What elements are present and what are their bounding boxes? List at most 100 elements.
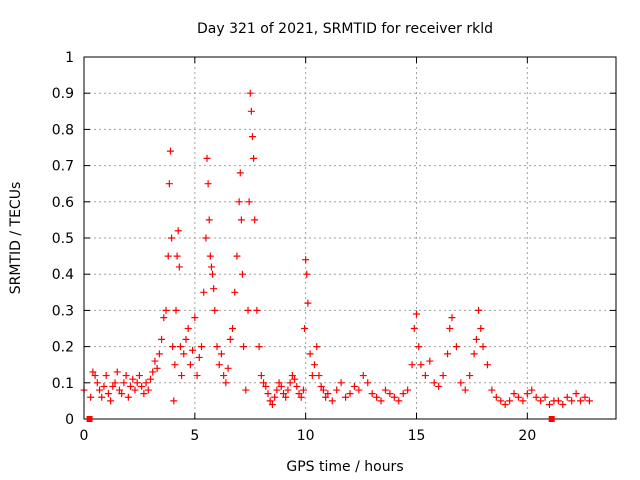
data-point <box>182 335 190 343</box>
data-point <box>291 375 299 383</box>
data-point <box>244 306 252 314</box>
data-point <box>554 397 562 405</box>
data-point <box>342 393 350 401</box>
data-point <box>144 386 152 394</box>
data-point <box>91 372 99 380</box>
data-point <box>537 397 545 405</box>
x-tick-label: 0 <box>80 428 89 444</box>
data-point <box>577 397 585 405</box>
y-tick-label: 0.3 <box>52 303 74 319</box>
data-point <box>421 372 429 380</box>
data-point <box>104 390 112 398</box>
data-point <box>275 379 283 387</box>
x-axis-label: GPS time / hours <box>286 459 403 475</box>
data-point <box>245 198 253 206</box>
data-point <box>191 314 199 322</box>
axis-ticks: 00.10.20.30.40.50.60.70.80.910 5 10 15 20 <box>52 50 616 444</box>
data-point <box>286 379 294 387</box>
axis-marker <box>548 416 555 422</box>
data-point <box>324 390 332 398</box>
data-point <box>266 397 274 405</box>
data-point <box>160 314 168 322</box>
data-point <box>118 390 126 398</box>
data-point <box>523 390 531 398</box>
data-point <box>293 382 301 390</box>
data-point <box>189 346 197 354</box>
data-point <box>135 372 143 380</box>
data-point <box>317 382 325 390</box>
data-point <box>200 288 208 296</box>
data-point <box>532 393 540 401</box>
data-point <box>229 325 237 332</box>
data-point <box>174 227 182 235</box>
data-point <box>368 390 376 398</box>
data-point <box>253 306 261 314</box>
data-point <box>211 306 219 314</box>
data-point <box>111 379 119 387</box>
data-point <box>457 379 465 387</box>
data-point <box>98 393 106 401</box>
data-point <box>395 397 403 405</box>
data-point <box>138 382 146 390</box>
x-tick-label: 10 <box>297 428 315 444</box>
data-point <box>235 198 243 206</box>
data-point <box>222 379 230 387</box>
data-point <box>226 335 234 343</box>
data-point <box>247 107 255 115</box>
data-point <box>528 386 536 394</box>
x-tick-label: 20 <box>518 428 536 444</box>
data-point <box>242 386 250 394</box>
data-point <box>404 386 412 394</box>
data-point <box>204 180 212 188</box>
data-point <box>277 382 285 390</box>
data-point <box>124 393 132 401</box>
x-tick-label: 15 <box>408 428 426 444</box>
data-point <box>193 372 201 380</box>
data-point <box>322 393 330 401</box>
data-point <box>233 252 241 260</box>
data-point <box>255 343 263 351</box>
data-point <box>519 397 527 405</box>
data-point <box>131 386 139 394</box>
data-point <box>87 393 95 401</box>
axis-markers <box>86 416 555 422</box>
data-point <box>271 393 279 401</box>
data-point <box>466 372 474 380</box>
data-point <box>399 390 407 398</box>
data-point <box>413 310 420 318</box>
data-point <box>559 401 567 409</box>
data-point <box>231 288 239 296</box>
data-point <box>346 390 354 398</box>
data-point <box>308 372 316 380</box>
data-point <box>195 353 203 361</box>
data-point <box>497 397 505 405</box>
data-point <box>140 390 148 398</box>
data-point <box>251 216 259 224</box>
data-point <box>303 270 311 278</box>
y-tick-label: 0.7 <box>52 159 74 175</box>
data-point <box>328 397 336 405</box>
data-point <box>217 350 225 358</box>
data-point <box>122 372 130 380</box>
data-point <box>171 361 179 369</box>
data-point <box>142 379 150 387</box>
data-point <box>472 335 480 343</box>
data-point <box>359 372 367 380</box>
y-tick-label: 0.8 <box>52 122 74 138</box>
data-point <box>319 386 327 394</box>
y-tick-label: 1 <box>65 50 74 66</box>
y-tick-label: 0.6 <box>52 195 74 211</box>
data-point <box>113 368 121 376</box>
data-point <box>377 397 385 405</box>
data-point <box>133 379 141 387</box>
data-point <box>386 390 394 398</box>
data-point <box>210 285 218 293</box>
data-point <box>162 306 170 314</box>
data-point <box>333 386 341 394</box>
data-point <box>488 386 496 394</box>
data-point <box>563 393 571 401</box>
data-point <box>246 89 254 97</box>
data-point <box>170 397 178 405</box>
data-point <box>426 357 434 365</box>
data-point <box>452 343 460 351</box>
